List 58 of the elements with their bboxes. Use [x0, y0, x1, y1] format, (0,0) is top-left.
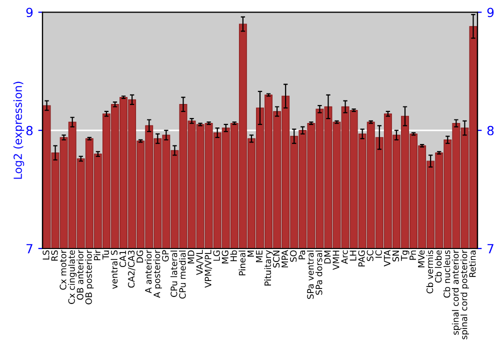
x-tick-label: SC [366, 250, 374, 261]
x-tick-label: DG [136, 250, 144, 263]
x-tick-label: GP [162, 250, 169, 262]
x-tick-label: Cb lobe [434, 250, 442, 283]
y-tick-label: 9 [26, 8, 33, 18]
x-tick-label: A posterior [153, 250, 162, 298]
x-tick-label: Pa [298, 250, 306, 260]
x-tick-label: spinal cord anterior [452, 250, 460, 335]
x-tick-label: ventral S [110, 250, 118, 289]
x-tick-label: MG [222, 250, 228, 264]
x-tick-label: spinal cord posterior [460, 250, 469, 340]
x-tick-label: VMH [332, 250, 340, 270]
x-tick-label: VTA [384, 250, 390, 266]
x-tick-label: PAG [358, 250, 365, 266]
x-tick-label: SN [392, 250, 400, 262]
x-tick-label: Cb nucleus [443, 250, 450, 298]
y-axis-title: Log2 (expression) [13, 82, 24, 179]
x-tick-label: OB posterior [85, 250, 94, 304]
x-tick-label: Cb vermis [426, 250, 434, 294]
x-tick-label: LS [42, 250, 50, 260]
y2-tick-label: 8 [487, 126, 494, 136]
x-tick-label: ME [256, 250, 262, 262]
x-tick-label: LH [350, 250, 356, 260]
x-tick-label: A anterior [144, 250, 152, 294]
x-tick-label: Pineal [238, 250, 246, 276]
x-tick-label: Pituitary [264, 250, 273, 286]
x-tick-label: MD [188, 250, 194, 264]
x-tick-label: CPu lateral [170, 250, 178, 297]
x-tick-label: IC [375, 250, 382, 258]
x-tick-label: Retina [469, 250, 476, 277]
x-tick-label: DM [324, 250, 331, 264]
x-tick-label: M [248, 250, 254, 257]
x-tick-label: MPA [282, 250, 288, 268]
x-tick-label: SCN [272, 250, 280, 268]
x-tick-label: Hb [230, 250, 237, 262]
x-tick-label: CA2/CA3 [128, 250, 136, 288]
x-tick-label: SPa ventral [306, 250, 314, 299]
x-tick-label: Pn [410, 250, 416, 260]
x-tick-label: OB anterior [76, 250, 84, 300]
x-tick-label: SO [290, 250, 297, 262]
x-tick-label: LG [213, 250, 220, 261]
x-tick-label: CA1 [119, 250, 126, 268]
x-tick-label: Pir [94, 250, 100, 260]
x-tick-label: Tu [102, 250, 110, 260]
y2-tick-label: 9 [487, 8, 494, 18]
x-tick-label: RS [51, 250, 58, 261]
x-tick-label: MVe [418, 250, 425, 268]
y-tick-label: 7 [26, 244, 32, 254]
x-tick-label: CPu medial [179, 250, 186, 299]
x-tick-label: SPa dorsal [315, 250, 322, 295]
y2-tick-label: 7 [488, 244, 494, 254]
x-tick-label: VPM/VPL [204, 250, 212, 288]
x-tick-label: Tg [401, 250, 410, 261]
x-tick-label: Arc [341, 250, 348, 264]
x-tick-label: VA/VL [196, 250, 204, 276]
x-tick-label: Cx cingulate [68, 250, 77, 304]
y-tick-label: 8 [26, 126, 33, 136]
x-tick-label: Cx motor [60, 250, 66, 290]
